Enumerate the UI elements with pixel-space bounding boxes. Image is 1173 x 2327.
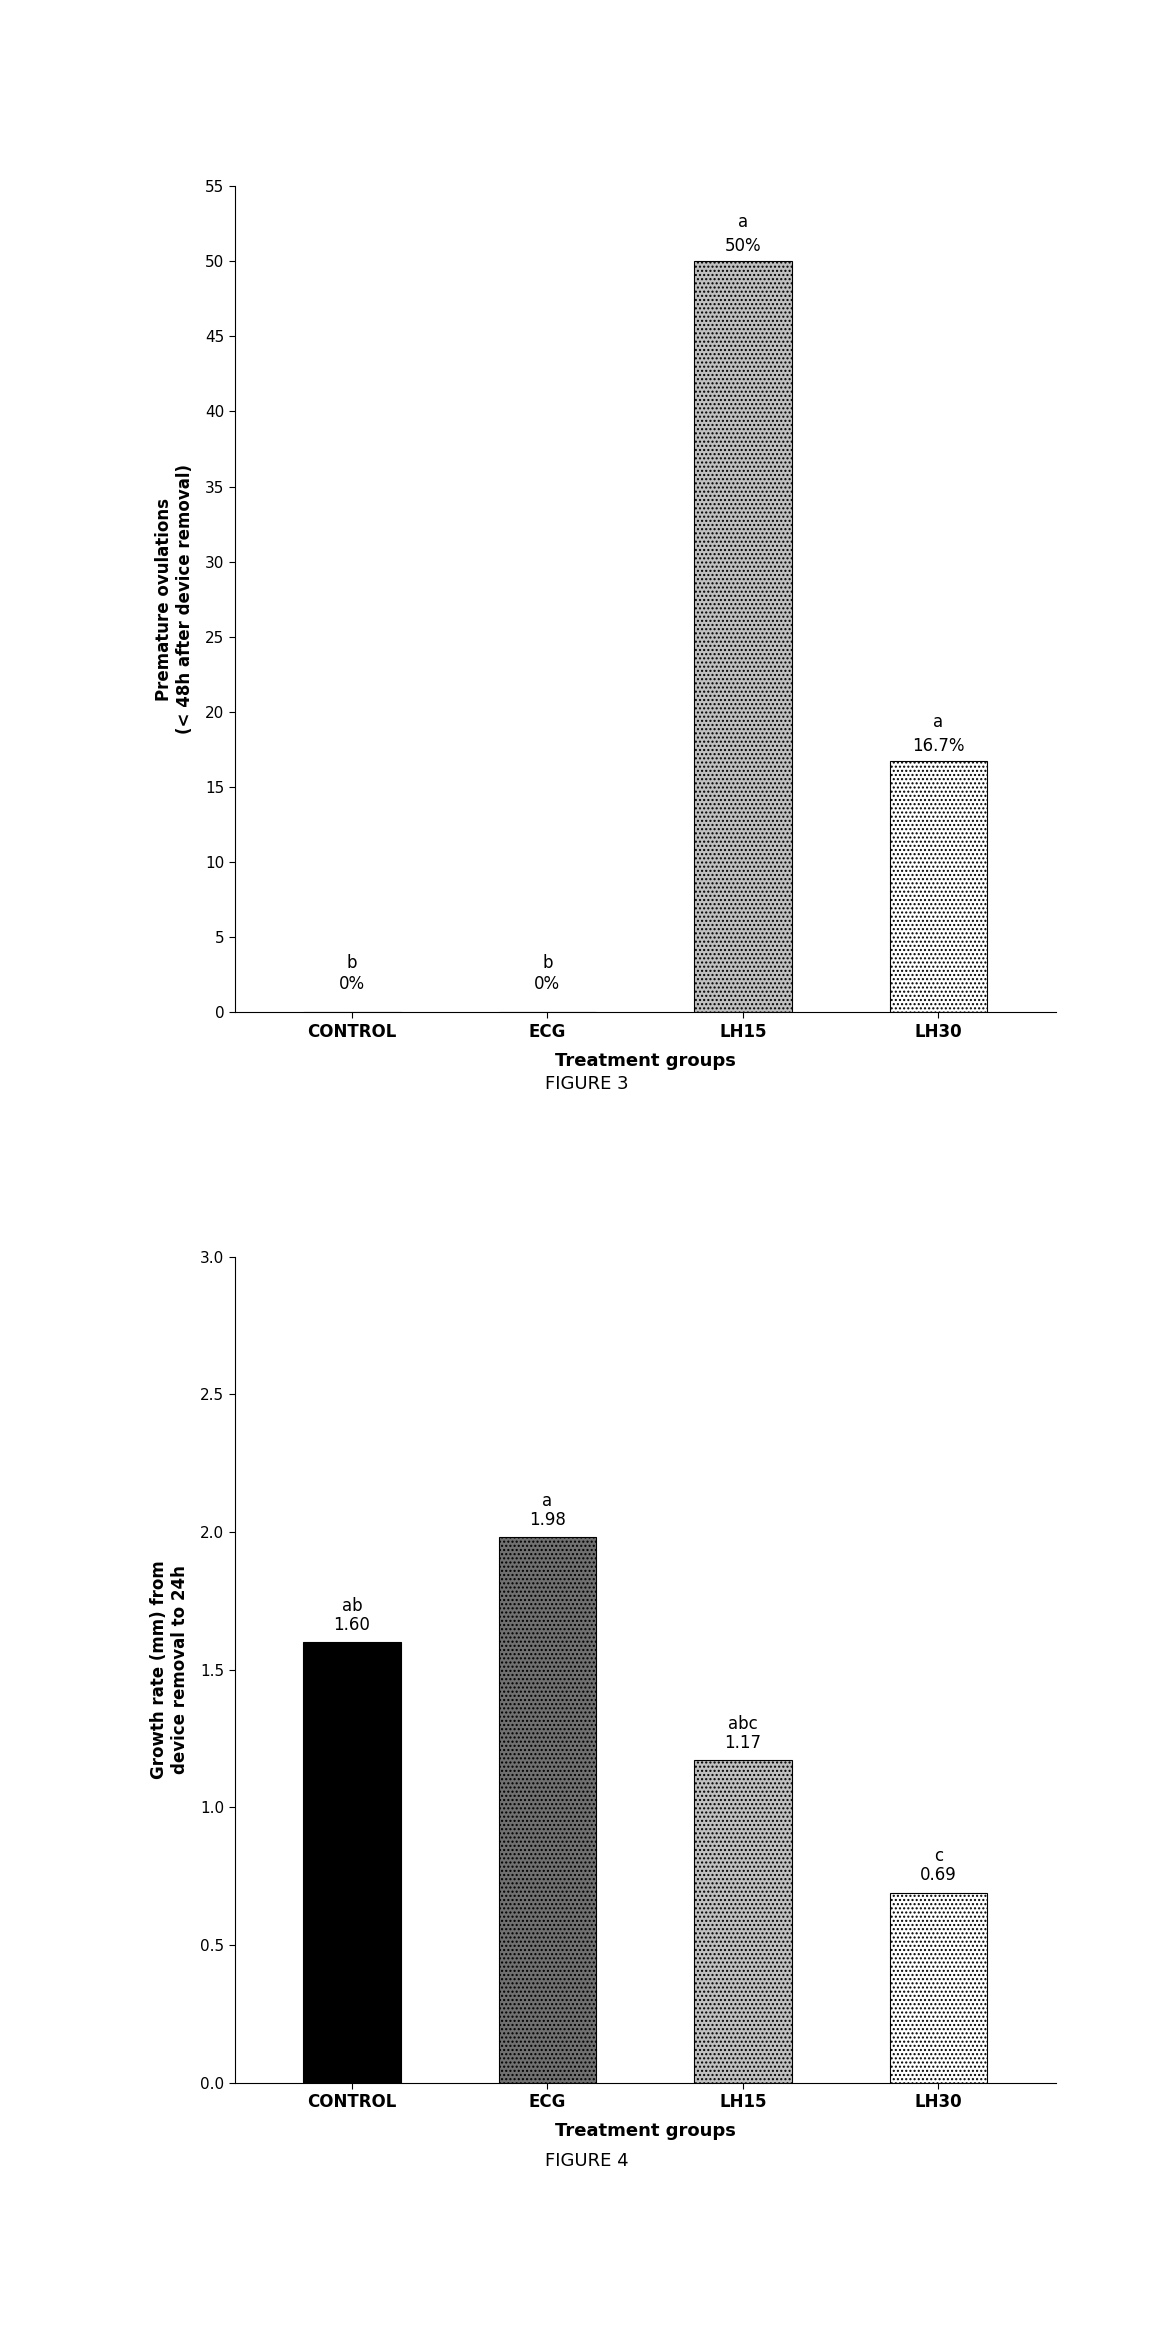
- Text: 1.17: 1.17: [725, 1734, 761, 1752]
- X-axis label: Treatment groups: Treatment groups: [555, 2122, 735, 2141]
- Text: 1.60: 1.60: [333, 1615, 371, 1634]
- Text: c: c: [934, 1848, 943, 1866]
- Bar: [694, 1762, 792, 2083]
- Text: a: a: [934, 714, 943, 731]
- Text: 0%: 0%: [339, 975, 365, 994]
- Text: 16.7%: 16.7%: [913, 738, 964, 756]
- Text: b: b: [542, 954, 552, 973]
- Bar: [303, 1643, 401, 2083]
- Text: a: a: [542, 1492, 552, 1510]
- Text: abc: abc: [728, 1715, 758, 1734]
- Text: a: a: [738, 214, 748, 230]
- Y-axis label: Premature ovulations
(< 48h after device removal): Premature ovulations (< 48h after device…: [155, 463, 194, 735]
- Text: FIGURE 4: FIGURE 4: [544, 2152, 629, 2171]
- Bar: [889, 761, 988, 1012]
- Bar: [694, 261, 792, 1012]
- Y-axis label: Growth rate (mm) from
device removal to 24h: Growth rate (mm) from device removal to …: [150, 1559, 189, 1780]
- Text: b: b: [347, 954, 357, 973]
- Bar: [499, 1538, 596, 2083]
- Text: 50%: 50%: [725, 237, 761, 256]
- Text: ab: ab: [341, 1596, 362, 1615]
- X-axis label: Treatment groups: Treatment groups: [555, 1052, 735, 1070]
- Text: 0.69: 0.69: [920, 1866, 957, 1885]
- Text: FIGURE 3: FIGURE 3: [544, 1075, 629, 1094]
- Text: 1.98: 1.98: [529, 1510, 565, 1529]
- Bar: [889, 1892, 988, 2083]
- Text: 0%: 0%: [535, 975, 561, 994]
